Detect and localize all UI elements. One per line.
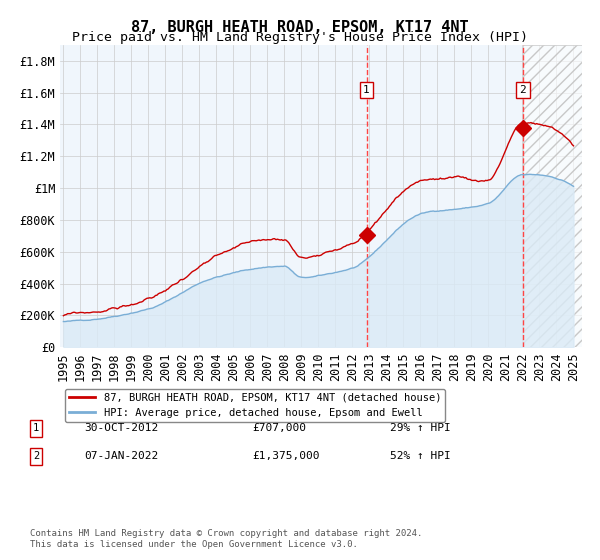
Text: Contains HM Land Registry data © Crown copyright and database right 2024.
This d: Contains HM Land Registry data © Crown c… — [30, 529, 422, 549]
Bar — [523, 45, 582, 347]
Text: 30-OCT-2012: 30-OCT-2012 — [84, 423, 158, 433]
Text: 2: 2 — [33, 451, 39, 461]
Text: 07-JAN-2022: 07-JAN-2022 — [84, 451, 158, 461]
Text: 29% ↑ HPI: 29% ↑ HPI — [390, 423, 451, 433]
Bar — [523, 45, 582, 347]
Legend: 87, BURGH HEATH ROAD, EPSOM, KT17 4NT (detached house), HPI: Average price, deta: 87, BURGH HEATH ROAD, EPSOM, KT17 4NT (d… — [65, 389, 445, 422]
Text: 1: 1 — [33, 423, 39, 433]
Text: 1: 1 — [363, 85, 370, 95]
Text: £1,375,000: £1,375,000 — [252, 451, 320, 461]
Text: 2: 2 — [520, 85, 526, 95]
Text: 87, BURGH HEATH ROAD, EPSOM, KT17 4NT: 87, BURGH HEATH ROAD, EPSOM, KT17 4NT — [131, 20, 469, 35]
Text: 52% ↑ HPI: 52% ↑ HPI — [390, 451, 451, 461]
Text: Price paid vs. HM Land Registry's House Price Index (HPI): Price paid vs. HM Land Registry's House … — [72, 31, 528, 44]
Text: £707,000: £707,000 — [252, 423, 306, 433]
